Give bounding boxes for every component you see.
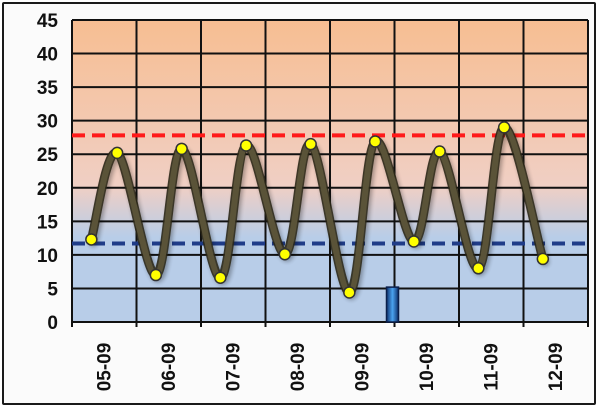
y-tick-label: 40 — [37, 45, 58, 66]
gridlines — [71, 19, 589, 327]
y-tick-label: 45 — [37, 11, 59, 32]
data-point — [85, 233, 98, 246]
data-point — [110, 146, 124, 160]
data-point — [433, 145, 446, 158]
y-tick-label: 5 — [47, 279, 58, 300]
data-point — [343, 286, 356, 299]
x-tick-label: 12-09 — [546, 343, 567, 392]
x-tick-label: 06-09 — [159, 343, 180, 392]
bar-layer — [385, 286, 400, 323]
data-point — [175, 142, 188, 156]
data-point — [368, 135, 382, 148]
x-axis-ticks: 05-09 06-09 07-09 08-09 09-09 10-09 11-09 12-09 — [94, 343, 567, 392]
y-tick-label: 25 — [37, 145, 59, 166]
markers-layer — [85, 121, 550, 299]
y-tick-label: 20 — [37, 179, 58, 200]
data-point — [497, 121, 511, 134]
data-point — [149, 268, 163, 282]
y-axis-ticks: 0 5 10 15 20 25 30 35 40 45 — [37, 11, 59, 334]
y-tick-label: 10 — [37, 246, 58, 267]
data-point — [536, 252, 550, 266]
data-point — [304, 137, 317, 151]
y-tick-label: 30 — [37, 112, 58, 133]
x-tick-label: 08-09 — [288, 343, 309, 392]
x-tick-label: 09-09 — [352, 343, 373, 392]
data-point — [407, 235, 421, 248]
data-point — [214, 271, 227, 284]
data-point — [472, 262, 485, 275]
bar — [385, 286, 400, 323]
y-tick-label: 35 — [37, 78, 59, 99]
chart-frame: 0 5 10 15 20 25 30 35 40 45 05-09 06-09 07-09 08-09 0… — [2, 2, 596, 405]
x-tick-label: 11-09 — [481, 343, 502, 391]
x-tick-label: 10-09 — [417, 343, 438, 392]
x-tick-label: 07-09 — [223, 343, 244, 392]
y-tick-label: 15 — [37, 212, 59, 233]
data-point — [278, 247, 292, 261]
data-point — [239, 139, 253, 152]
y-tick-label: 0 — [47, 313, 58, 334]
x-tick-label: 05-09 — [94, 343, 115, 392]
